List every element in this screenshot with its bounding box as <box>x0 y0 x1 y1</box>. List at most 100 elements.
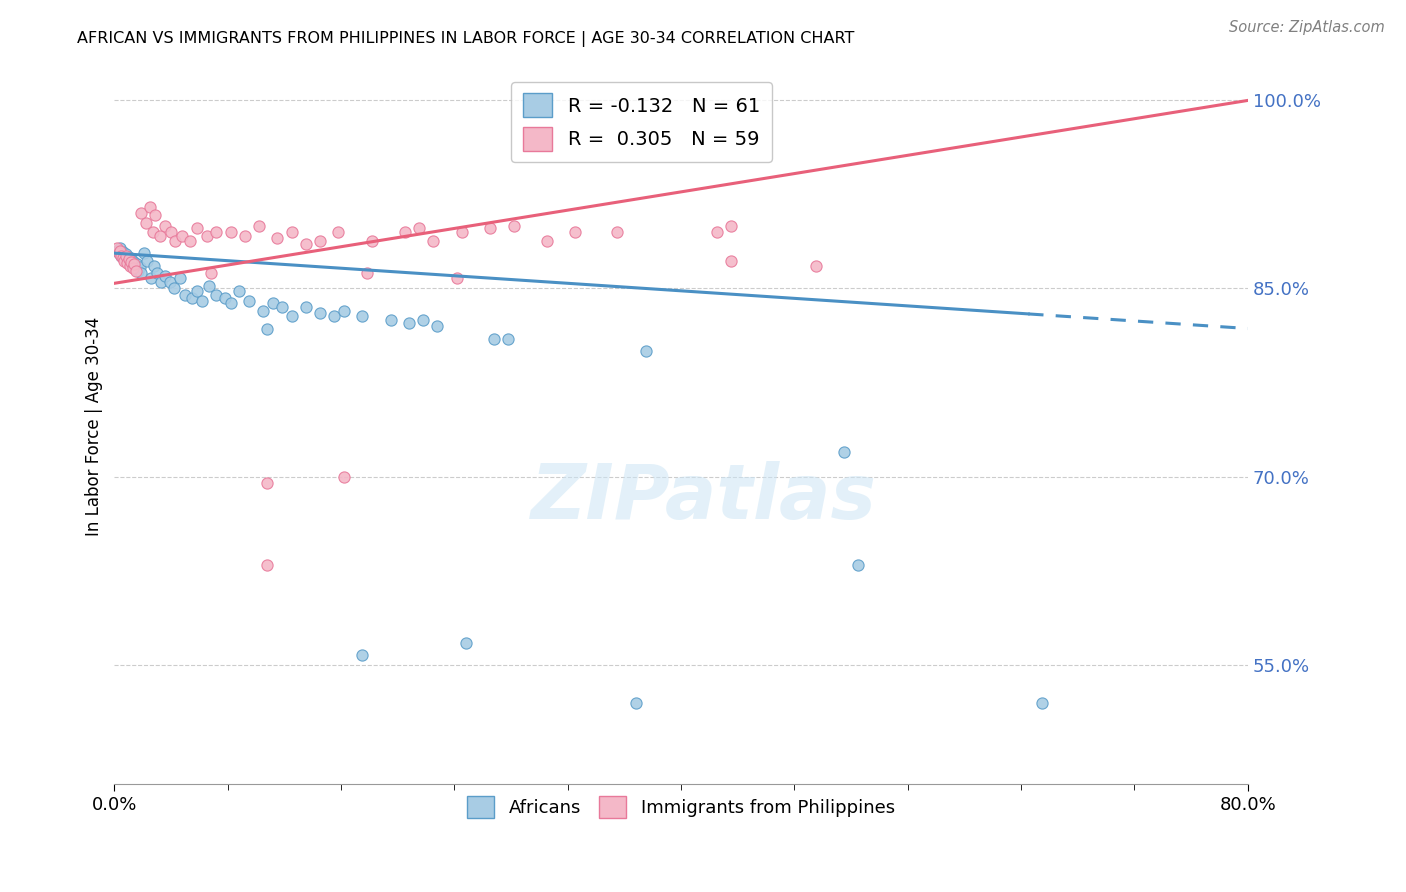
Point <box>121 259 143 273</box>
Point <box>256 558 278 572</box>
Point <box>266 231 288 245</box>
Point <box>256 475 278 490</box>
Point <box>536 234 558 248</box>
Point <box>233 228 256 243</box>
Point <box>323 309 346 323</box>
Point <box>117 252 139 267</box>
Point <box>172 228 194 243</box>
Point <box>117 250 139 264</box>
Point <box>118 256 141 270</box>
Point <box>308 234 330 248</box>
Point <box>111 244 134 259</box>
Point <box>252 304 274 318</box>
Point <box>135 216 157 230</box>
Point <box>422 234 444 248</box>
Text: AFRICAN VS IMMIGRANTS FROM PHILIPPINES IN LABOR FORCE | AGE 30-34 CORRELATION CH: AFRICAN VS IMMIGRANTS FROM PHILIPPINES I… <box>77 31 855 47</box>
Point <box>1263 99 1285 113</box>
Point <box>181 291 204 305</box>
Point <box>398 317 420 331</box>
Point <box>112 253 135 268</box>
Point <box>155 268 177 283</box>
Point <box>125 257 148 271</box>
Point <box>146 266 169 280</box>
Point <box>111 251 134 265</box>
Point <box>606 225 628 239</box>
Point <box>238 293 260 308</box>
Point <box>706 225 728 239</box>
Point <box>160 225 183 239</box>
Point <box>186 221 208 235</box>
Point <box>328 225 350 239</box>
Point <box>134 246 156 260</box>
Point <box>149 228 172 243</box>
Point <box>412 312 434 326</box>
Point <box>122 255 145 269</box>
Point <box>804 259 827 273</box>
Text: Source: ZipAtlas.com: Source: ZipAtlas.com <box>1229 20 1385 35</box>
Point <box>380 312 402 326</box>
Point <box>141 271 163 285</box>
Point <box>107 246 129 260</box>
Point <box>294 300 316 314</box>
Point <box>333 469 356 483</box>
Point <box>352 309 374 323</box>
Text: ZIPatlas: ZIPatlas <box>531 461 877 535</box>
Point <box>280 225 302 239</box>
Point <box>214 291 236 305</box>
Point <box>150 275 173 289</box>
Y-axis label: In Labor Force | Age 30-34: In Labor Force | Age 30-34 <box>86 317 103 536</box>
Point <box>115 256 138 270</box>
Point <box>124 261 146 276</box>
Point <box>124 264 146 278</box>
Point <box>498 332 520 346</box>
Point <box>200 266 222 280</box>
Point <box>720 253 742 268</box>
Point <box>120 255 142 269</box>
Point <box>121 261 143 276</box>
Point <box>720 219 742 233</box>
Point <box>108 241 131 255</box>
Point <box>131 266 153 280</box>
Point <box>159 275 181 289</box>
Point <box>1031 696 1053 710</box>
Point <box>136 253 159 268</box>
Point <box>198 278 221 293</box>
Point <box>352 648 374 662</box>
Point <box>270 300 292 314</box>
Point <box>179 234 201 248</box>
Point <box>408 221 430 235</box>
Point <box>143 259 166 273</box>
Point <box>195 228 218 243</box>
Legend: Africans, Immigrants from Philippines: Africans, Immigrants from Philippines <box>460 789 903 825</box>
Point <box>426 318 449 333</box>
Point <box>228 284 250 298</box>
Point <box>454 635 477 649</box>
Point <box>169 271 191 285</box>
Point <box>186 284 208 298</box>
Point <box>145 209 167 223</box>
Point <box>280 309 302 323</box>
Point <box>155 219 177 233</box>
Point <box>446 271 468 285</box>
Point <box>142 225 165 239</box>
Point <box>174 287 197 301</box>
Point <box>394 225 416 239</box>
Point <box>110 249 132 263</box>
Point <box>256 321 278 335</box>
Point <box>115 253 138 268</box>
Point <box>361 234 384 248</box>
Point <box>120 252 142 267</box>
Point <box>308 306 330 320</box>
Point <box>128 264 150 278</box>
Point <box>219 296 242 310</box>
Point <box>333 304 356 318</box>
Point <box>165 234 187 248</box>
Point <box>564 225 586 239</box>
Point <box>247 219 270 233</box>
Point <box>294 237 316 252</box>
Point <box>205 225 228 239</box>
Point <box>163 281 186 295</box>
Point <box>262 296 284 310</box>
Point <box>503 219 526 233</box>
Point <box>118 259 141 273</box>
